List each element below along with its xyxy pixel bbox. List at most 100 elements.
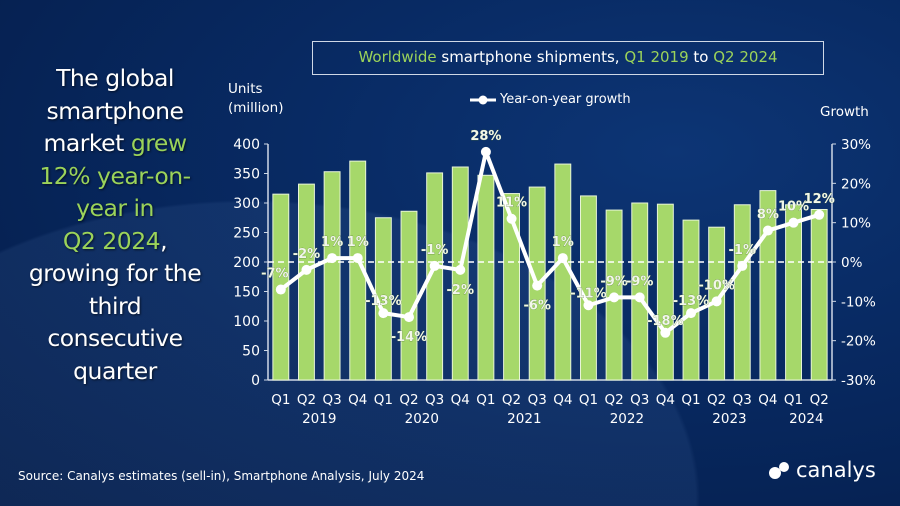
right-tick-label: 0% bbox=[841, 255, 863, 271]
growth-point bbox=[814, 209, 825, 220]
x-tick-label: Q1 bbox=[476, 392, 495, 408]
x-tick-label: Q3 bbox=[425, 392, 444, 408]
right-tick-label: 30% bbox=[841, 137, 871, 153]
x-tick-label: Q1 bbox=[271, 392, 290, 408]
legend: Year-on-year growth bbox=[468, 92, 631, 107]
chart-title: Worldwide smartphone shipments, Q1 2019 … bbox=[312, 41, 824, 75]
growth-data-label: -9% bbox=[600, 274, 627, 289]
growth-point bbox=[404, 312, 414, 323]
bar bbox=[426, 172, 444, 381]
headline-line: Q2 2024, bbox=[10, 225, 220, 258]
right-tick-label: -20% bbox=[841, 334, 876, 350]
growth-data-label: 8% bbox=[757, 208, 779, 223]
x-tick-label: Q2 bbox=[502, 392, 521, 408]
legend-line-marker-icon bbox=[470, 95, 496, 104]
x-tick-label: Q4 bbox=[348, 392, 367, 408]
left-tick-label: 300 bbox=[233, 196, 260, 212]
title-part: Q1 2019 bbox=[624, 48, 689, 66]
right-axis-label: Growth bbox=[820, 104, 869, 120]
growth-point bbox=[506, 213, 517, 224]
growth-data-label: -11% bbox=[570, 286, 607, 301]
bar bbox=[323, 171, 341, 381]
headline: The global smartphone market grew 12% ye… bbox=[10, 62, 220, 387]
legend-label: Year-on-year growth bbox=[500, 92, 631, 107]
growth-data-label: -2% bbox=[447, 283, 474, 298]
year-label: 2024 bbox=[789, 411, 823, 427]
headline-line: smartphone bbox=[46, 96, 184, 125]
headline-text: , bbox=[160, 226, 168, 255]
x-tick-label: Q1 bbox=[681, 392, 700, 408]
headline-line: The global bbox=[56, 64, 174, 92]
left-tick-label: 250 bbox=[233, 226, 260, 242]
canalys-logo-icon bbox=[769, 462, 789, 479]
growth-point bbox=[275, 284, 286, 295]
growth-point bbox=[583, 300, 594, 311]
year-label: 2022 bbox=[610, 411, 644, 427]
growth-point bbox=[737, 260, 748, 271]
title-part: smartphone shipments, bbox=[436, 48, 625, 66]
growth-data-label: -6% bbox=[523, 299, 550, 314]
right-tick-label: 20% bbox=[841, 176, 871, 192]
headline-highlight: 12% year-on- bbox=[39, 161, 191, 190]
year-label: 2020 bbox=[405, 411, 439, 427]
x-tick-label: Q4 bbox=[758, 392, 777, 408]
growth-point bbox=[557, 253, 568, 264]
growth-data-label: -18% bbox=[647, 314, 684, 329]
bar bbox=[503, 193, 520, 381]
growth-data-label: 28% bbox=[470, 129, 501, 144]
headline-highlight: Q2 2024 bbox=[62, 226, 161, 255]
right-tick-label: 10% bbox=[841, 216, 871, 232]
year-label: 2019 bbox=[302, 411, 336, 427]
growth-data-label: -13% bbox=[673, 294, 710, 309]
headline-text: market bbox=[43, 129, 131, 157]
source-note: Source: Canalys estimates (sell-in), Sma… bbox=[18, 469, 425, 483]
left-tick-label: 150 bbox=[233, 285, 260, 301]
left-tick-label: 50 bbox=[242, 344, 260, 360]
left-axis-label: Units (million) bbox=[228, 80, 284, 118]
headline-highlight: year in bbox=[76, 194, 154, 222]
growth-point bbox=[711, 296, 722, 307]
x-tick-label: Q2 bbox=[604, 392, 623, 408]
bar bbox=[682, 219, 700, 381]
growth-data-label: 11% bbox=[496, 196, 527, 211]
growth-data-label: 1% bbox=[347, 235, 369, 250]
left-axis-label-line: Units bbox=[228, 81, 263, 97]
growth-point bbox=[429, 260, 440, 271]
right-tick-label: -30% bbox=[841, 373, 876, 389]
headline-highlight: grew bbox=[130, 129, 187, 157]
left-tick-label: 350 bbox=[233, 167, 260, 183]
growth-point bbox=[634, 292, 645, 303]
growth-point bbox=[660, 327, 671, 338]
headline-line: third bbox=[88, 291, 142, 320]
growth-point bbox=[788, 217, 799, 228]
x-tick-label: Q2 bbox=[297, 392, 316, 408]
x-tick-label: Q3 bbox=[733, 392, 752, 408]
growth-data-label: -9% bbox=[626, 274, 653, 289]
growth-point bbox=[352, 253, 363, 264]
x-tick-label: Q3 bbox=[528, 392, 547, 408]
left-tick-label: 100 bbox=[233, 314, 260, 330]
x-tick-label: Q1 bbox=[784, 392, 803, 408]
headline-line: consecutive bbox=[47, 324, 183, 352]
growth-data-label: -1% bbox=[421, 243, 448, 258]
growth-point bbox=[609, 292, 620, 303]
bar bbox=[298, 183, 315, 381]
x-tick-label: Q2 bbox=[399, 392, 418, 408]
x-tick-label: Q4 bbox=[553, 392, 572, 408]
growth-data-label: -1% bbox=[729, 243, 756, 258]
canalys-logo: canalys bbox=[768, 458, 876, 482]
growth-data-label: -14% bbox=[391, 330, 428, 345]
growth-point bbox=[301, 264, 312, 275]
left-axis-label-line: (million) bbox=[228, 100, 284, 116]
bar bbox=[631, 202, 649, 381]
growth-data-label: 10% bbox=[778, 200, 809, 215]
headline-line: market grew bbox=[10, 127, 220, 160]
bar bbox=[810, 208, 828, 381]
growth-point bbox=[455, 264, 466, 275]
growth-data-label: 1% bbox=[321, 235, 343, 250]
growth-data-label: -10% bbox=[698, 278, 735, 293]
growth-data-label: -2% bbox=[293, 247, 320, 262]
growth-data-label: 12% bbox=[804, 192, 835, 207]
left-tick-label: 200 bbox=[233, 255, 260, 271]
